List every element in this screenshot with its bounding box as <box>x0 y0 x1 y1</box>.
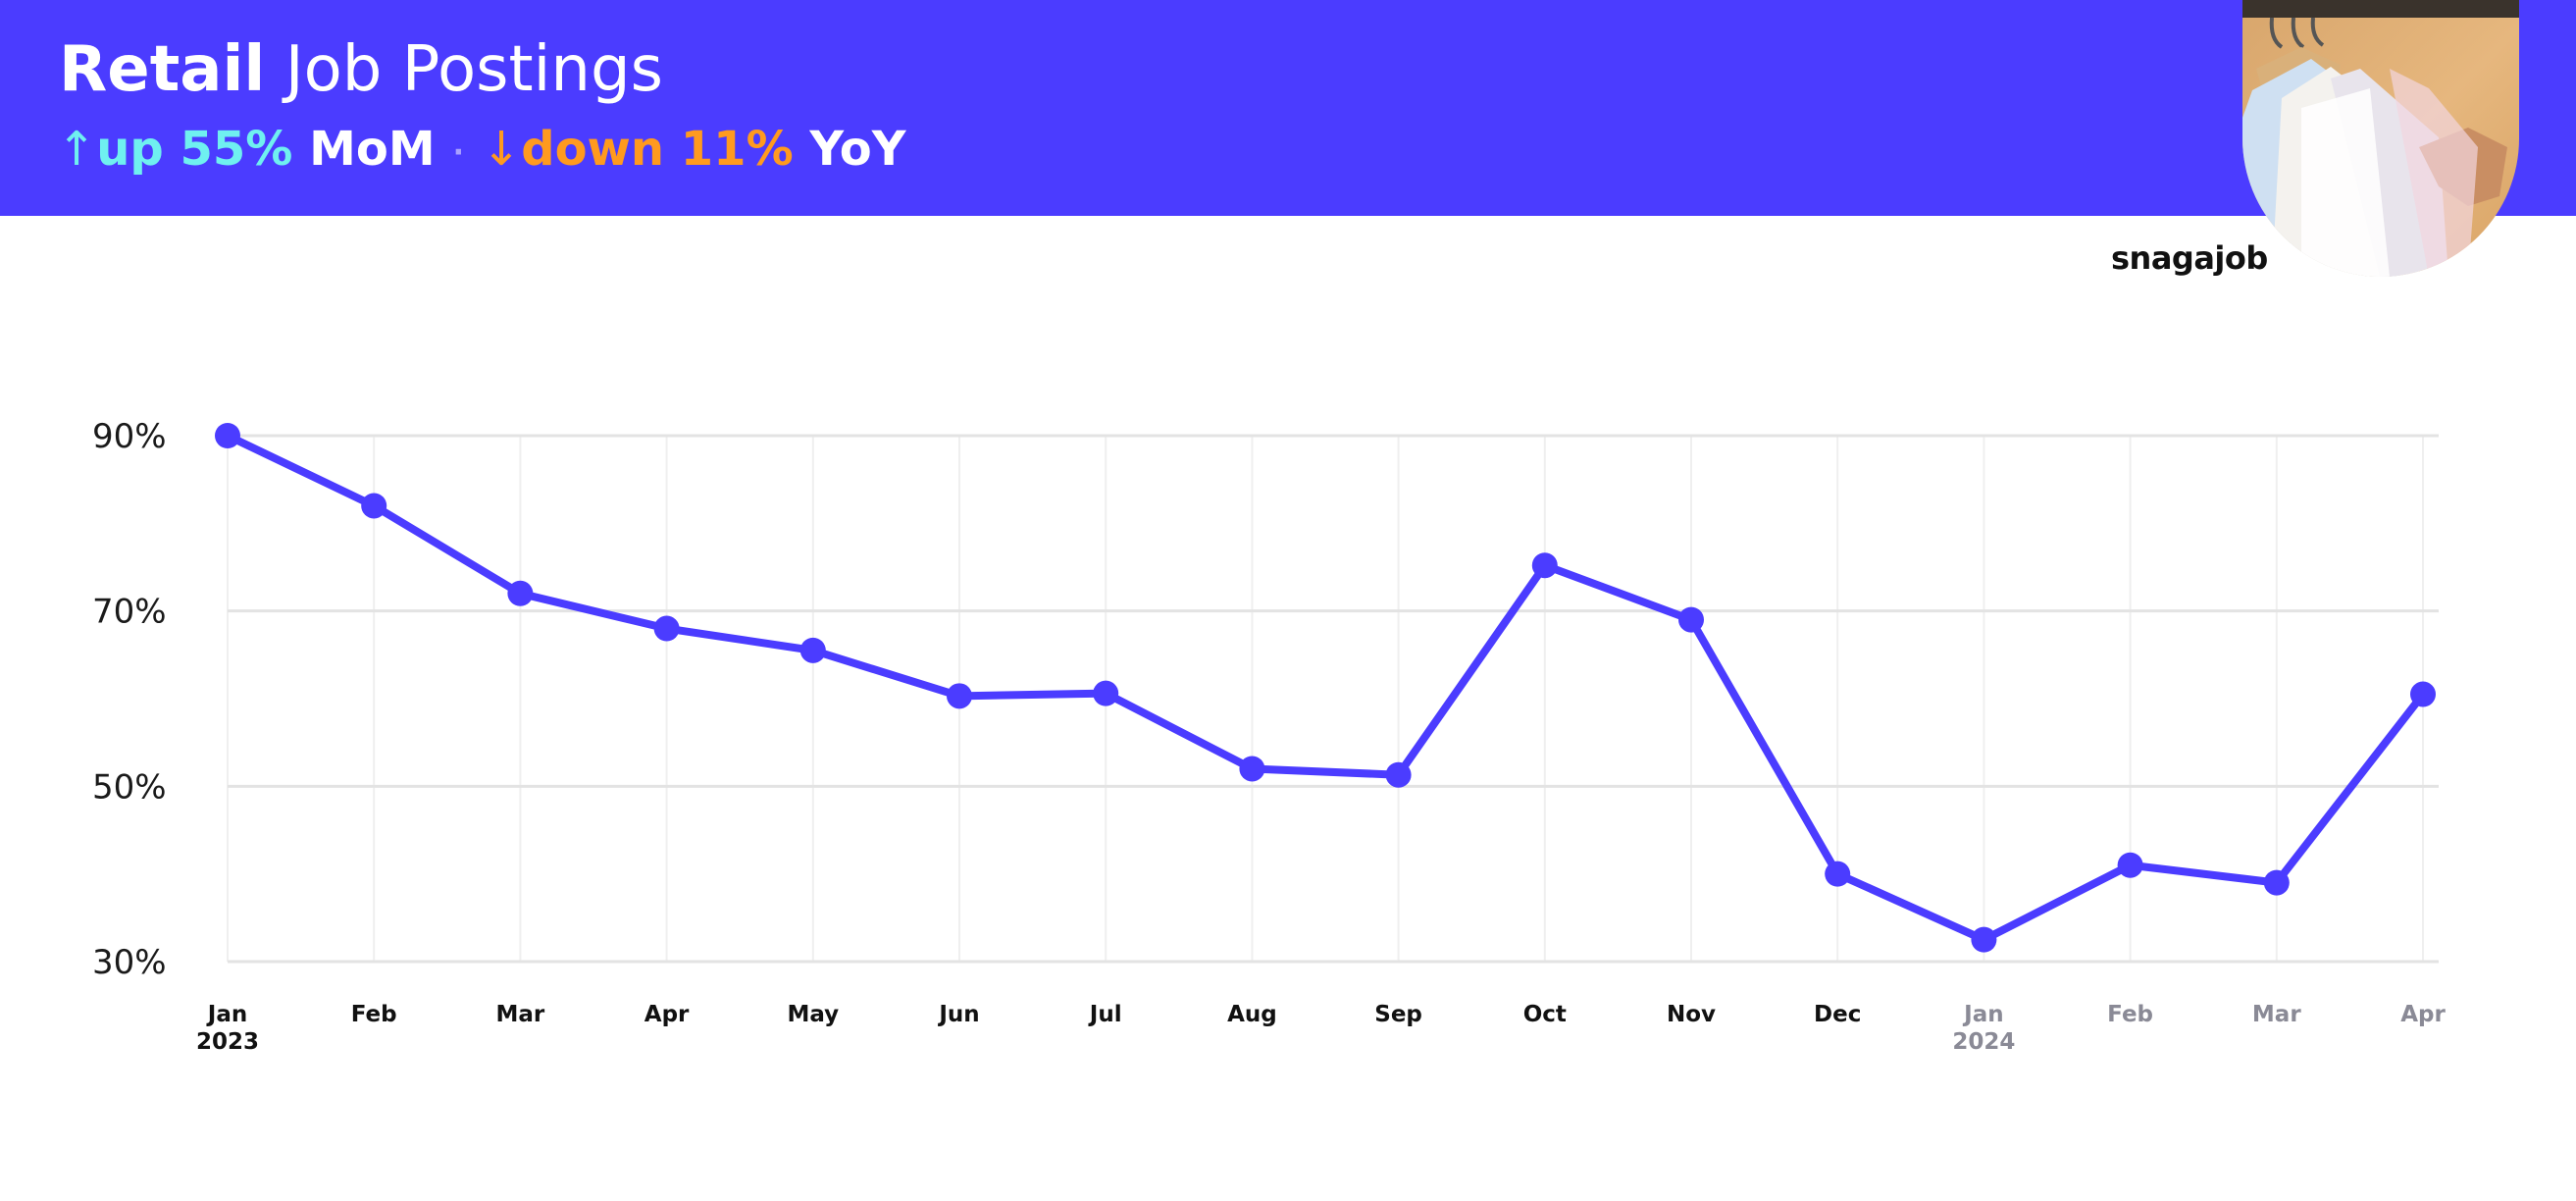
separator-dot: · <box>452 134 464 170</box>
data-point <box>1825 861 1851 887</box>
data-point <box>2263 869 2290 896</box>
mom-value: up 55% <box>96 122 293 177</box>
mom-label: MoM <box>292 122 436 177</box>
x-tick-label: Mar <box>496 1002 545 1027</box>
data-point <box>2410 681 2436 707</box>
data-point <box>653 615 680 642</box>
page-title: Retail Job Postings <box>59 33 663 106</box>
x-tick-label: Apr <box>2400 1002 2446 1027</box>
x-tick-label: Mar <box>2252 1002 2301 1027</box>
data-point <box>1971 926 1997 953</box>
yoy-label: YoY <box>793 122 906 177</box>
x-tick-label: May <box>787 1002 839 1027</box>
data-point <box>1385 761 1412 788</box>
x-tick-label: Nov <box>1667 1002 1716 1027</box>
data-point <box>215 423 240 448</box>
x-year-label: 2024 <box>1952 1029 2015 1055</box>
snagajob-logo: snagajob <box>2111 239 2268 277</box>
title-rest: Job Postings <box>265 33 663 106</box>
data-points <box>215 423 2436 953</box>
x-tick-label: Dec <box>1814 1002 1861 1027</box>
data-point <box>947 683 972 709</box>
x-tick-label: Jul <box>1088 1002 1122 1027</box>
x-tick-label: Feb <box>2107 1002 2153 1027</box>
data-point <box>1531 552 1558 579</box>
y-tick-label: 50% <box>92 767 167 807</box>
stats-line: ↑up 55% MoM · ↓down 11% YoY <box>57 122 905 177</box>
x-tick-label: Oct <box>1523 1002 1567 1027</box>
y-tick-label: 70% <box>92 593 167 632</box>
clothing-rack-photo <box>2242 0 2519 277</box>
x-tick-label: Jan <box>206 1002 247 1027</box>
x-year-label: 2023 <box>196 1029 259 1055</box>
data-point <box>1093 680 1119 706</box>
data-point <box>2117 852 2143 878</box>
data-point <box>799 637 826 663</box>
yoy-value: down 11% <box>521 122 794 177</box>
shirts-illustration <box>2242 0 2519 277</box>
x-tick-label: Aug <box>1227 1002 1277 1027</box>
data-point <box>361 493 387 519</box>
series-line <box>224 432 2427 944</box>
arrow-down-icon: ↓ <box>481 122 522 177</box>
title-strong: Retail <box>59 33 266 106</box>
x-tick-label: Apr <box>644 1002 690 1027</box>
x-tick-label: Sep <box>1374 1002 1422 1027</box>
header-banner: Retail Job Postings ↑up 55% MoM · ↓down 11… <box>0 0 2576 216</box>
y-tick-label: 30% <box>92 943 167 982</box>
grid-lines <box>227 434 2439 964</box>
data-point <box>507 580 534 606</box>
y-tick-label: 90% <box>92 417 167 456</box>
x-tick-label: Feb <box>351 1002 397 1027</box>
x-tick-label: Jan <box>1962 1002 2003 1027</box>
data-point <box>1678 606 1704 633</box>
y-axis-ticks: 30% 50% 70% 90% <box>92 417 167 982</box>
arrow-up-icon: ↑ <box>57 122 97 177</box>
x-tick-label: Jun <box>937 1002 979 1027</box>
data-point <box>1239 756 1265 782</box>
